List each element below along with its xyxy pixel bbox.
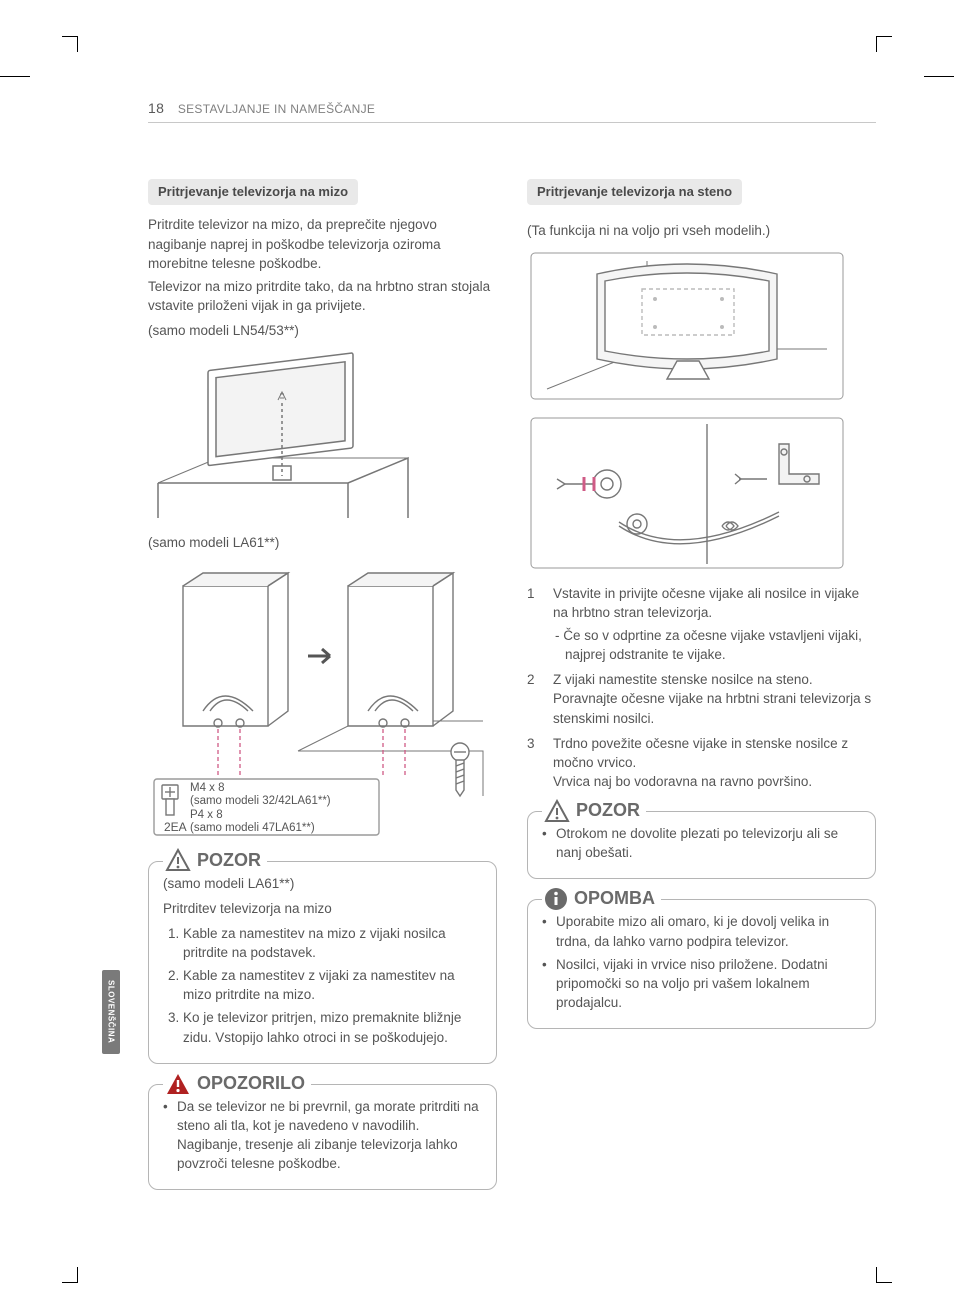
step-item: 2 Z vijaki namestite stenske nosilce na … <box>527 670 876 727</box>
paragraph: Pritrdite televizor na mizo, da prepreči… <box>148 215 497 272</box>
figure-wall-bottom <box>527 414 876 574</box>
note-icon <box>544 887 568 911</box>
warning-icon <box>165 1072 191 1096</box>
note-title: OPOMBA <box>574 886 655 912</box>
crop-mark <box>876 1282 892 1283</box>
warning-head: OPOZORILO <box>163 1071 311 1097</box>
crop-mark <box>77 36 78 52</box>
list-item: Kable za namestitev na mizo z vijaki nos… <box>183 924 482 962</box>
caution-list: Kable za namestitev na mizo z vijaki nos… <box>163 924 482 1047</box>
model-note: (samo modeli LN54/53**) <box>148 321 497 340</box>
step-item: 1 Vstavite in privijte očesne vijake ali… <box>527 584 876 665</box>
caution-head: POZOR <box>163 848 267 874</box>
caution-icon <box>544 799 570 823</box>
page-body: SLOVENŠČINA 18 SESTAVLJANJE IN NAMEŠČANJ… <box>148 100 876 1251</box>
crop-mark <box>62 1282 78 1283</box>
step-number: 2 <box>527 670 541 727</box>
section-title: SESTAVLJANJE IN NAMEŠČANJE <box>178 102 375 116</box>
list-item: Otrokom ne dovolite plezati po televizor… <box>542 824 861 862</box>
steps-list: 1 Vstavite in privijte očesne vijake ali… <box>527 584 876 792</box>
step-number: 1 <box>527 584 541 665</box>
step-text: Z vijaki namestite stenske nosilce na st… <box>553 672 871 725</box>
note-head: OPOMBA <box>542 886 661 912</box>
svg-text:M4 x 8: M4 x 8 <box>190 782 225 794</box>
subhead-pill: Pritrjevanje televizorja na steno <box>527 179 742 205</box>
step-subtext: Če so v odprtine za očesne vijake vstavl… <box>563 628 862 662</box>
figure-stand-screws: 2EA M4 x 8 (samo modeli 32/42LA61**) P4 … <box>148 561 497 841</box>
step-number: 3 <box>527 734 541 791</box>
warning-title: OPOZORILO <box>197 1071 305 1097</box>
crop-mark <box>924 76 954 77</box>
svg-text:(samo modeli 47LA61**): (samo modeli 47LA61**) <box>190 822 315 834</box>
language-tab: SLOVENŠČINA <box>102 970 120 1054</box>
note-list: Uporabite mizo ali omaro, ki je dovolj v… <box>542 912 861 1012</box>
caution-title: POZOR <box>576 798 640 824</box>
list-item: Uporabite mizo ali omaro, ki je dovolj v… <box>542 912 861 950</box>
crop-mark <box>62 36 78 37</box>
caution-head: POZOR <box>542 798 646 824</box>
step-after: Vrvica naj bo vodoravna na ravno površin… <box>553 774 812 789</box>
right-column: Pritrjevanje televizorja na steno (Ta fu… <box>527 179 876 1206</box>
model-note: (samo modeli LA61**) <box>163 874 482 893</box>
step-text: Trdno povežite očesne vijake in stenske … <box>553 736 848 770</box>
list-item: Ko je televizor pritrjen, mizo premaknit… <box>183 1008 482 1046</box>
crop-mark <box>876 1267 877 1283</box>
list-item: Nosilci, vijaki in vrvice niso priložene… <box>542 955 861 1012</box>
step-item: 3 Trdno povežite očesne vijake in stensk… <box>527 734 876 791</box>
note-box: OPOMBA Uporabite mizo ali omaro, ki je d… <box>527 899 876 1029</box>
crop-mark <box>0 76 30 77</box>
caution-subtitle: Pritrditev televizorja na mizo <box>163 899 482 918</box>
figure-tv-on-table <box>148 348 497 523</box>
caution-icon <box>165 848 191 872</box>
warning-list: Da se televizor ne bi prevrnil, ga morat… <box>163 1097 482 1174</box>
figure-wall-top <box>527 249 876 404</box>
running-head: 18 SESTAVLJANJE IN NAMEŠČANJE <box>148 100 876 123</box>
svg-text:P4 x 8: P4 x 8 <box>190 809 223 821</box>
caution-list: Otrokom ne dovolite plezati po televizor… <box>542 824 861 862</box>
svg-text:(samo modeli 32/42LA61**): (samo modeli 32/42LA61**) <box>190 795 331 807</box>
step-text: Vstavite in privijte očesne vijake ali n… <box>553 586 859 620</box>
subhead-pill: Pritrjevanje televizorja na mizo <box>148 179 358 205</box>
screw-qty: 2EA <box>164 820 187 834</box>
list-item: Da se televizor ne bi prevrnil, ga morat… <box>163 1097 482 1174</box>
warning-box: OPOZORILO Da se televizor ne bi prevrnil… <box>148 1084 497 1191</box>
caution-box: POZOR (samo modeli LA61**) Pritrditev te… <box>148 861 497 1064</box>
model-note: (samo modeli LA61**) <box>148 533 497 552</box>
left-column: Pritrjevanje televizorja na mizo Pritrdi… <box>148 179 497 1206</box>
caution-title: POZOR <box>197 848 261 874</box>
list-item: Kable za namestitev z vijaki za namestit… <box>183 966 482 1004</box>
page-number: 18 <box>148 100 164 116</box>
caution-box: POZOR Otrokom ne dovolite plezati po tel… <box>527 811 876 879</box>
paragraph: Televizor na mizo pritrdite tako, da na … <box>148 277 497 315</box>
availability-note: (Ta funkcija ni na voljo pri vseh modeli… <box>527 221 876 240</box>
crop-mark <box>77 1267 78 1283</box>
crop-mark <box>876 36 892 37</box>
crop-mark <box>876 36 877 52</box>
